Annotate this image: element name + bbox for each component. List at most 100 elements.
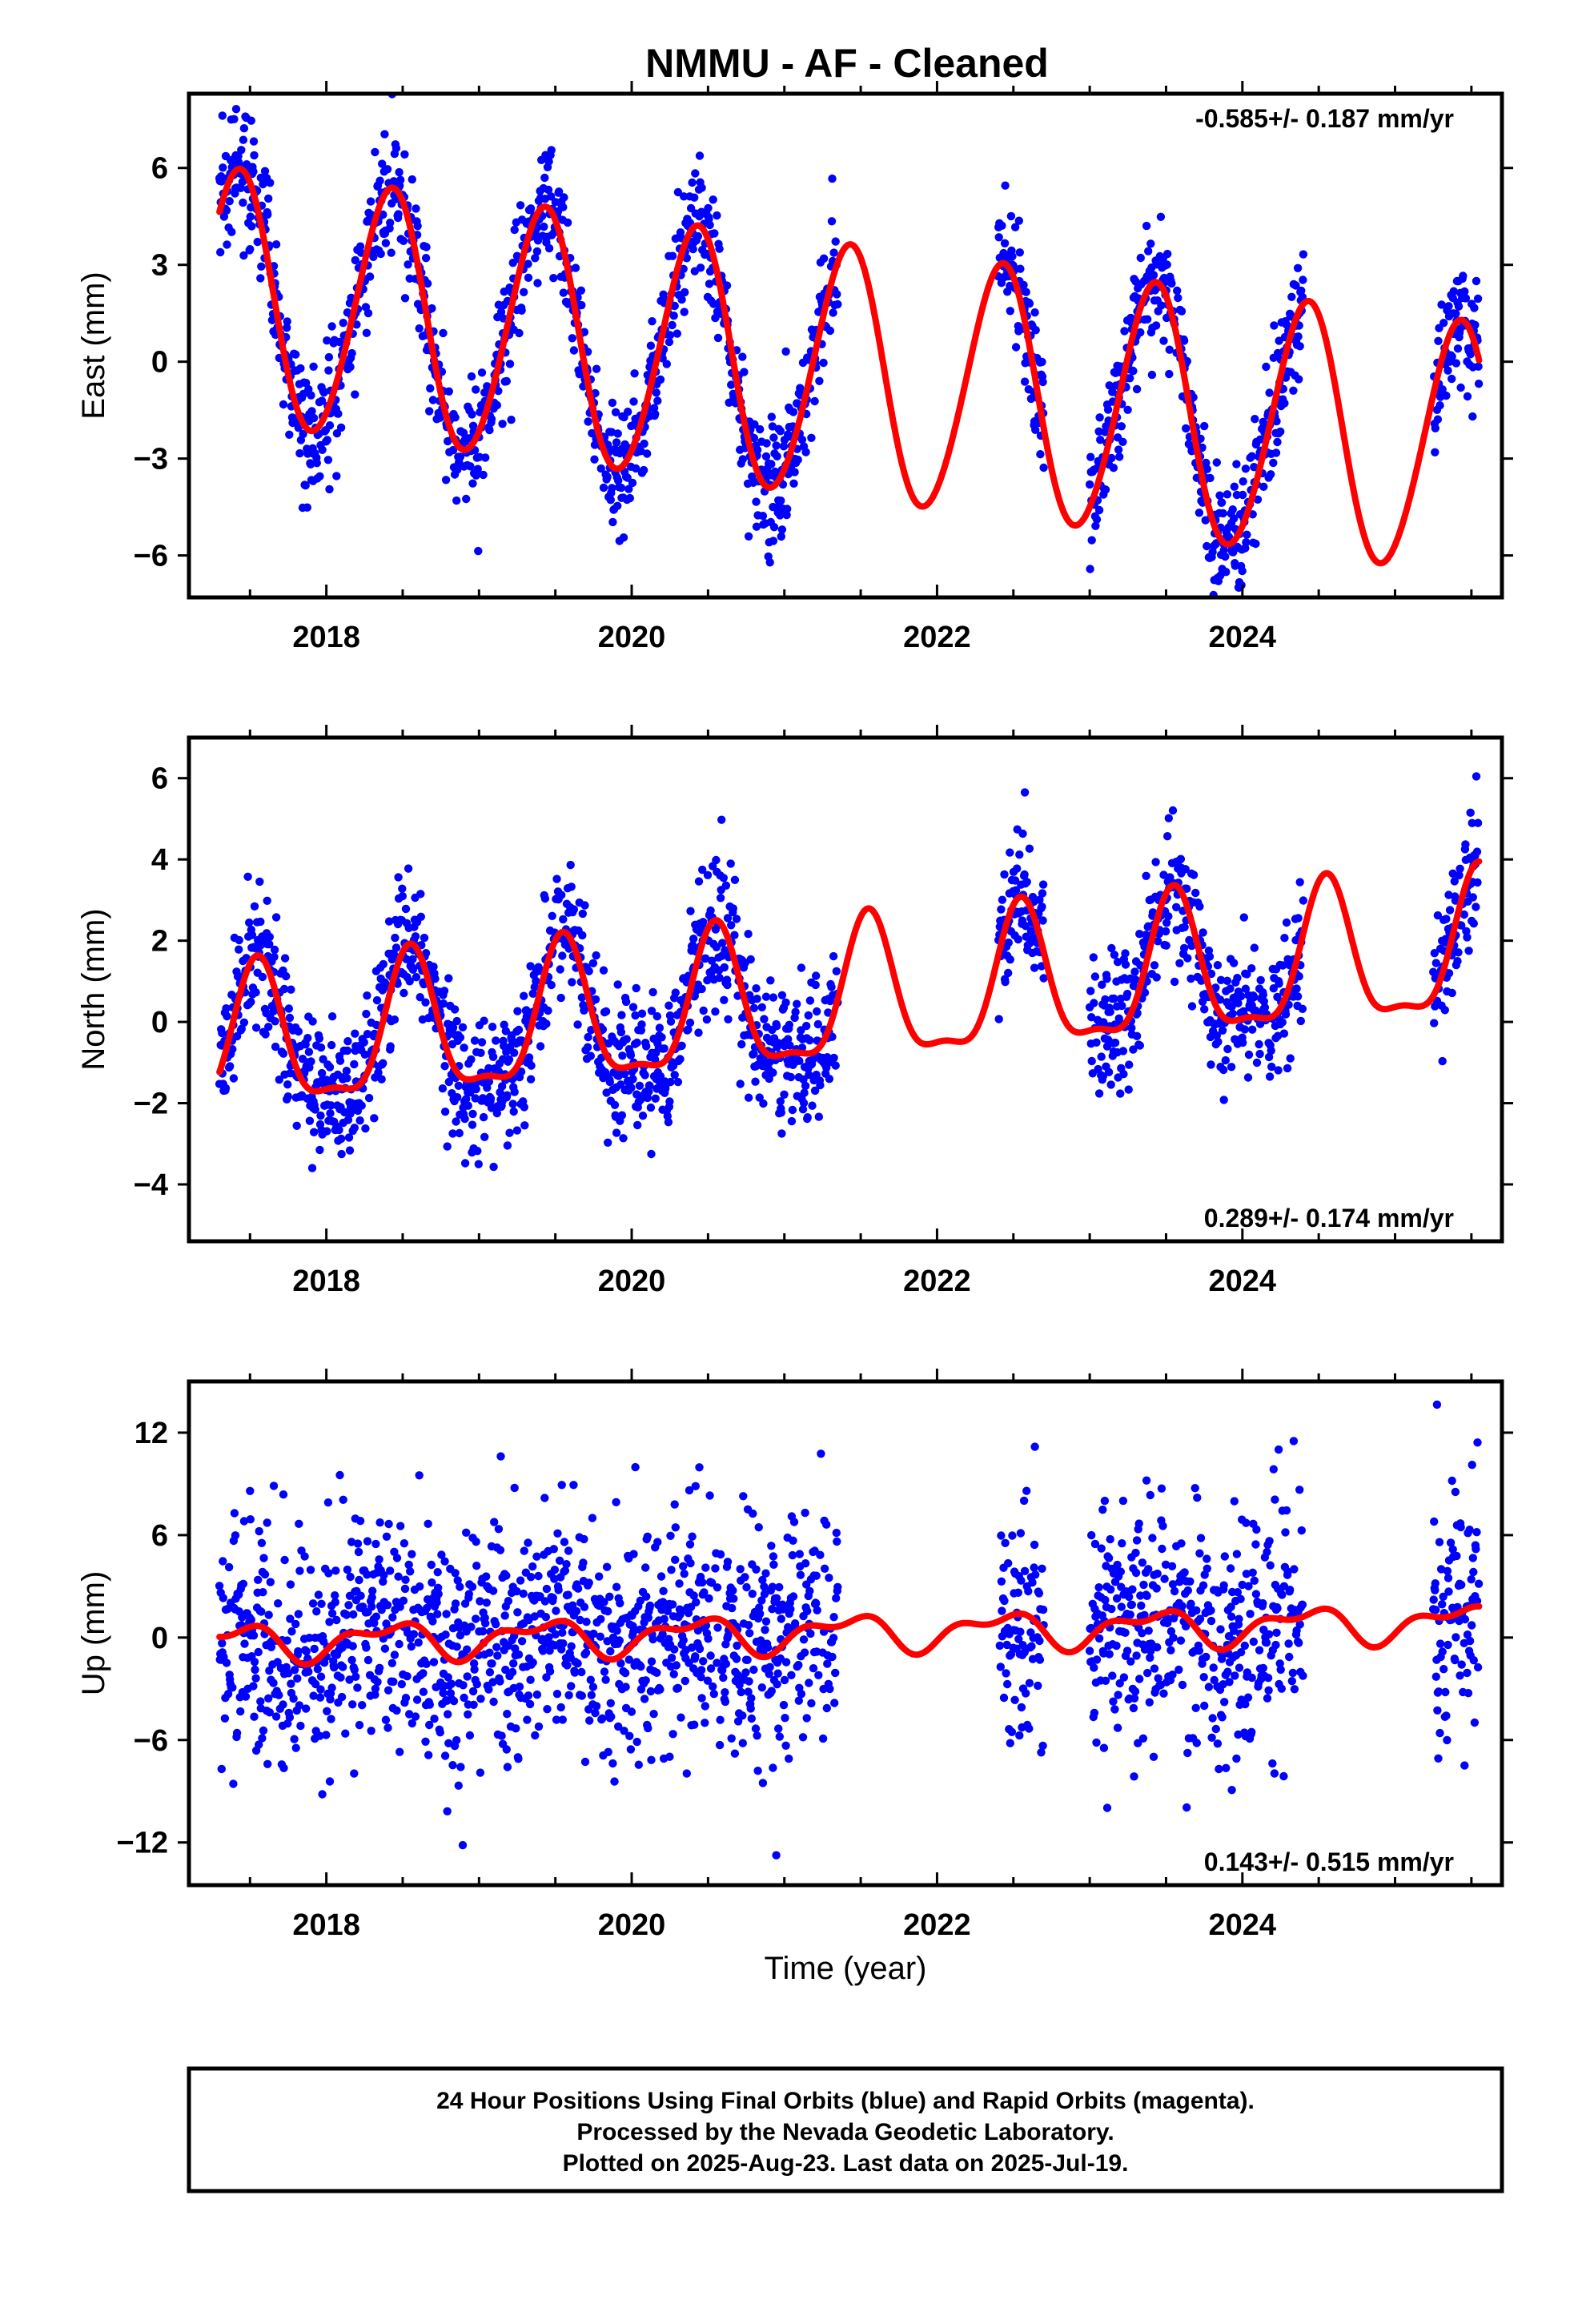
data-point (1180, 923, 1189, 932)
data-point (636, 447, 645, 456)
data-point (552, 1690, 562, 1699)
data-point (573, 1659, 582, 1668)
data-point (1164, 814, 1174, 822)
data-point (697, 1694, 706, 1703)
data-point (1182, 1803, 1191, 1812)
data-point (831, 1061, 840, 1070)
data-point (1243, 1073, 1253, 1082)
data-point (218, 1638, 227, 1648)
data-point (648, 1634, 657, 1644)
data-point (579, 1558, 588, 1567)
data-point (1025, 1724, 1034, 1733)
data-point (1463, 933, 1472, 942)
data-point (1006, 955, 1015, 964)
data-point (532, 247, 542, 256)
data-point (606, 1699, 615, 1707)
data-point (743, 1655, 752, 1664)
data-point (665, 1097, 674, 1106)
data-point (1431, 448, 1439, 456)
data-point (1004, 938, 1014, 947)
data-point (1143, 1668, 1152, 1678)
data-point (384, 1519, 393, 1529)
data-point (243, 872, 252, 882)
data-point (811, 980, 820, 990)
data-point (330, 1663, 339, 1672)
data-point (1098, 1072, 1108, 1081)
data-point (1000, 1596, 1009, 1606)
data-point (757, 1636, 765, 1645)
data-point (582, 1618, 591, 1626)
data-point (1279, 1029, 1289, 1038)
data-point (456, 1763, 465, 1771)
data-point (744, 1621, 753, 1630)
data-point (309, 1691, 318, 1700)
data-point (464, 1590, 473, 1598)
data-point (216, 247, 225, 257)
data-point (485, 425, 494, 435)
data-point (705, 1594, 713, 1603)
data-point (1207, 969, 1216, 979)
data-point (1250, 992, 1259, 1002)
data-point (705, 1491, 714, 1500)
data-point (685, 1540, 695, 1549)
data-point (641, 1563, 650, 1572)
data-point (1224, 533, 1234, 541)
data-point (822, 1703, 832, 1713)
data-point (1006, 1650, 1016, 1659)
data-point (558, 1715, 567, 1724)
data-point (284, 1669, 293, 1678)
data-point (567, 883, 576, 891)
data-point (608, 484, 616, 493)
data-point (234, 151, 243, 161)
data-point (1110, 994, 1118, 1003)
data-point (1038, 889, 1047, 898)
data-point (1153, 1569, 1162, 1578)
data-point (610, 1777, 619, 1786)
data-point (1294, 332, 1303, 341)
data-point (411, 1712, 420, 1721)
data-point (306, 460, 315, 468)
data-point (279, 1490, 288, 1499)
data-point (1468, 412, 1477, 421)
data-point (1299, 896, 1308, 905)
data-point (1186, 1599, 1195, 1608)
data-point (294, 1027, 303, 1036)
data-point (626, 1745, 636, 1754)
data-point (751, 1724, 761, 1733)
data-point (362, 1643, 371, 1652)
data-point (1135, 1041, 1145, 1050)
data-point (304, 1047, 314, 1056)
data-point (371, 1691, 379, 1699)
data-point (760, 1590, 769, 1598)
data-point (637, 1009, 647, 1018)
data-point (735, 1680, 744, 1690)
data-point (782, 510, 791, 520)
data-point (1106, 1534, 1114, 1544)
data-point (1447, 374, 1456, 384)
data-point (231, 1531, 240, 1540)
data-point (1103, 405, 1113, 414)
data-point (777, 532, 785, 541)
data-point (1226, 984, 1235, 993)
data-point (580, 1534, 588, 1544)
data-point (589, 1629, 598, 1638)
data-point (343, 1046, 352, 1055)
y-tick-label: 6 (151, 152, 168, 186)
data-point (351, 255, 359, 265)
data-point (473, 464, 482, 473)
y-tick-label: −4 (134, 1168, 168, 1202)
data-point (1144, 247, 1153, 255)
data-point (275, 1691, 283, 1699)
data-point (1106, 1080, 1115, 1089)
data-point (813, 1606, 821, 1615)
data-point (293, 1674, 302, 1683)
data-point (819, 254, 829, 263)
data-point (219, 163, 227, 172)
data-point (409, 1630, 419, 1638)
data-point (768, 1582, 777, 1591)
data-point (1146, 1490, 1155, 1500)
data-point (1270, 321, 1279, 330)
data-point (303, 1034, 312, 1043)
data-point (752, 497, 761, 506)
data-point (422, 1603, 432, 1613)
